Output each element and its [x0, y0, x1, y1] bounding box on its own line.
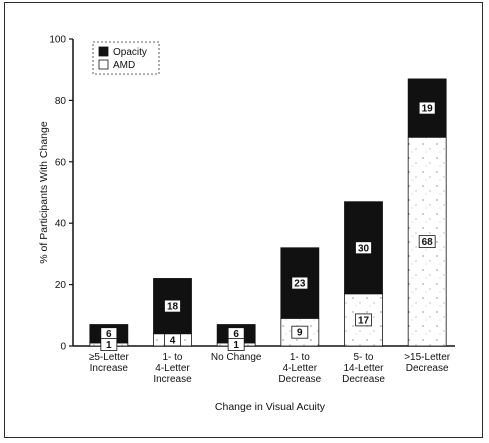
x-category-label: 1- to 4-Letter Increase: [153, 352, 192, 385]
amd-value-box: [164, 333, 181, 347]
amd-value-label: 1: [106, 340, 112, 351]
legend-opacity-swatch: [98, 46, 109, 57]
amd-value-box: [291, 325, 309, 339]
y-tick-label: 40: [55, 219, 67, 230]
opacity-value-box: [355, 241, 372, 255]
opacity-value-box: [164, 299, 181, 313]
amd-value-box: [418, 235, 436, 249]
y-tick-label: 60: [55, 157, 67, 168]
amd-value-label: 68: [422, 237, 434, 248]
x-axis-title: Change in Visual Acuity: [215, 401, 326, 413]
opacity-value-box: [291, 276, 309, 290]
amd-value-label: 4: [170, 335, 176, 346]
figure-frame: [4, 2, 483, 438]
opacity-value-label: 30: [358, 243, 370, 254]
x-category-label: 5- to 14-Letter Decrease: [342, 352, 385, 385]
x-category-label: 1- to 4-Letter Decrease: [278, 352, 321, 385]
legend-amd-label: AMD: [113, 60, 135, 71]
legend-amd-swatch: [98, 59, 109, 70]
amd-value-box: [227, 338, 245, 351]
y-tick-label: 100: [49, 35, 66, 46]
amd-value-label: 1: [233, 340, 239, 351]
amd-value-label: 9: [297, 328, 303, 339]
amd-value-box: [355, 313, 372, 327]
opacity-value-label: 19: [422, 104, 434, 115]
x-category-label: No Change: [211, 352, 262, 363]
amd-value-label: 17: [358, 315, 370, 326]
opacity-value-label: 23: [294, 279, 306, 290]
amd-value-box: [100, 338, 118, 351]
legend-opacity-label: Opacity: [113, 47, 147, 58]
opacity-value-box: [418, 101, 436, 115]
opacity-value-label: 6: [106, 329, 112, 340]
x-category-label: ≥5-Letter Increase: [89, 352, 130, 374]
y-axis-title: % of Participants With Change: [38, 121, 50, 264]
x-category-label: >15-Letter Decrease: [404, 352, 451, 374]
y-tick-label: 0: [60, 342, 66, 353]
y-tick-label: 80: [55, 96, 67, 107]
y-tick-label: 20: [55, 280, 67, 291]
opacity-value-label: 6: [233, 329, 239, 340]
opacity-value-label: 18: [167, 302, 179, 313]
